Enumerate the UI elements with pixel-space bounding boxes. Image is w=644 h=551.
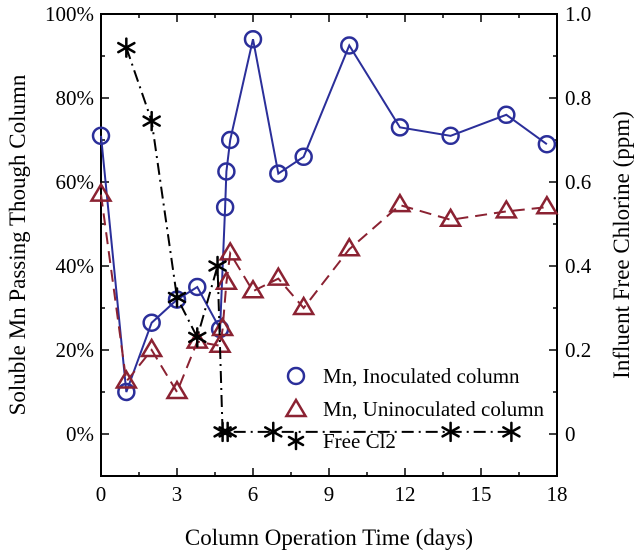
x-tick-label: 6 [248,482,259,506]
legend-circle-marker [286,366,306,386]
data-point-circle [117,382,136,402]
y-axis-label-right: Influent Free Chlorine (ppm) [609,111,634,379]
y-left-tick-label: 0% [66,422,94,446]
y-left-tick-label: 40% [56,254,95,278]
y-right-tick-label: 0 [565,422,576,446]
series-asterisk [117,37,521,443]
legend-label-inoculated: Mn, Inoculated column [323,364,520,388]
data-point-triangle [337,236,361,257]
data-point-asterisk [188,327,207,348]
series-line [125,47,512,433]
x-axis-label: Column Operation Time (days) [185,525,473,550]
legend-label-uninoculated: Mn, Uninoculated column [323,397,545,421]
data-point-circle [142,313,161,332]
data-point-circle [269,164,288,183]
data-point-triangle [291,295,316,316]
data-point-circle [215,197,235,217]
data-point-asterisk [441,421,460,443]
data-point-triangle [210,316,235,337]
data-point-asterisk [142,110,161,132]
data-point-circle [217,162,236,181]
data-point-asterisk [264,421,283,443]
data-point-circle [294,147,313,167]
data-point-triangle [494,198,519,219]
series-line [100,194,547,395]
data-point-triangle [218,240,242,261]
y-right-tick-label: 1.0 [565,2,591,26]
data-point-triangle [214,270,239,291]
data-point-circle [497,105,516,125]
data-point-asterisk [208,255,227,277]
legend-item-free-cl2: Free Cl2 [287,429,396,453]
legend-label-free-cl2: Free Cl2 [323,429,396,453]
data-point-triangle [165,379,189,400]
data-point-asterisk [218,421,237,443]
data-point-circle [220,130,240,150]
x-tick-label: 15 [471,482,492,506]
x-tick-label: 3 [172,482,183,506]
data-point-triangle [266,266,291,286]
legend-asterisk-marker [287,431,305,451]
x-tick-label: 18 [547,482,568,506]
y-left-tick-label: 100% [45,2,94,26]
y-left-tick-label: 60% [56,170,95,194]
y-right-tick-label: 0.2 [565,338,591,362]
y-right-tick-label: 0.8 [565,86,591,110]
series-layer [89,29,559,443]
tick-labels: 0 3 6 9 12 15 18 0% 20% 40% 60% 80% 100% 0 0.2 0.4 0.6 0.… [45,2,592,506]
y-axis-label-left: Soluble Mn Passing Though Column [5,74,30,415]
data-point-circle [537,134,557,154]
data-point-circle [441,126,460,146]
data-point-asterisk [117,37,136,58]
legend-item-inoculated: Mn, Inoculated column [286,364,520,388]
x-tick-label: 0 [96,482,107,506]
series-line [100,38,548,393]
data-point-triangle [89,182,113,202]
data-point-triangle [388,192,412,213]
data-point-asterisk [502,421,521,443]
y-left-tick-label: 80% [56,86,95,110]
data-point-triangle [438,207,463,228]
y-right-tick-label: 0.4 [565,254,592,278]
series-circle [91,29,557,402]
legend: Mn, Inoculated column Mn, Uninoculated c… [284,364,545,453]
data-point-circle [91,126,111,146]
y-right-tick-label: 0.6 [565,170,591,194]
data-point-triangle [241,278,265,299]
data-point-circle [188,277,207,297]
data-point-triangle [139,337,164,358]
x-tick-label: 12 [395,482,416,506]
legend-triangle-marker [284,397,308,418]
data-point-triangle [114,369,139,389]
legend-item-uninoculated: Mn, Uninoculated column [284,397,545,421]
data-point-triangle [535,194,559,215]
x-tick-label: 9 [324,482,335,506]
data-point-circle [340,36,359,55]
data-point-circle [243,29,263,49]
data-point-asterisk [167,287,187,308]
y-left-tick-label: 20% [56,338,95,362]
data-point-circle [390,118,410,137]
axis-ticks [100,13,558,477]
